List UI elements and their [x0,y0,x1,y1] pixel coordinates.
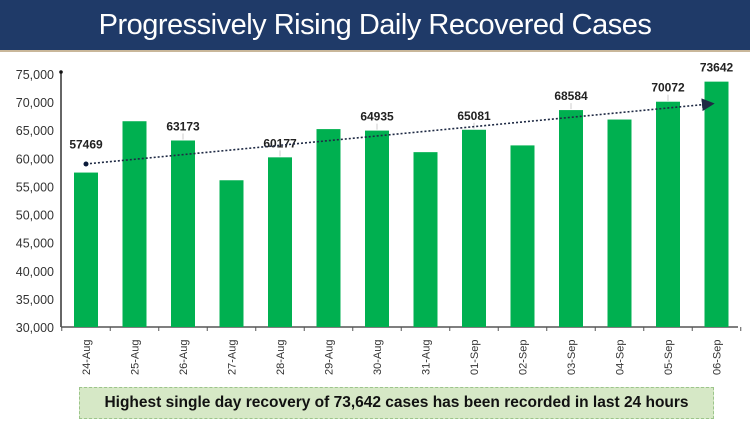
y-tick-label: 45,000 [16,237,54,251]
x-tick-label: 01-Sep [469,340,481,375]
y-tick-label: 40,000 [16,265,54,279]
bar-27-Aug [219,180,244,327]
bar-31-Aug [413,152,438,327]
data-label: 70072 [651,81,685,95]
bar-01-Sep [462,129,486,327]
x-tick-label: 05-Sep [663,340,675,375]
highlight-note: Highest single day recovery of 73,642 ca… [79,387,714,419]
bar-05-Sep [656,101,680,327]
y-tick-label: 60,000 [16,152,54,166]
trend-line [85,98,715,165]
x-tick-label: 25-Aug [130,340,142,375]
bar-26-Aug [171,140,195,327]
data-label: 60177 [263,136,297,150]
x-tick-label: 04-Sep [615,340,627,375]
x-tick-label: 26-Aug [178,340,190,375]
y-tick-label: 65,000 [16,124,54,138]
y-tick-label: 50,000 [16,209,54,223]
highlight-note-text: Highest single day recovery of 73,642 ca… [104,394,689,411]
bar-24-Aug [74,172,98,327]
y-axis-arrow-dot [59,70,63,74]
bar-29-Aug [316,129,341,327]
x-tick-label: 29-Aug [324,340,336,375]
bar-03-Sep [559,110,583,327]
y-tick-label: 70,000 [16,96,54,110]
bar-02-Sep [510,145,535,327]
x-tick-label: 24-Aug [81,340,93,375]
data-label: 68584 [554,89,588,103]
x-tick-label: 03-Sep [566,340,578,375]
bar-28-Aug [268,157,292,327]
bar-06-Sep [704,81,729,327]
x-tick-label: 28-Aug [275,340,287,375]
y-tick-label: 30,000 [16,321,54,335]
title-bar: Progressively Rising Daily Recovered Cas… [0,0,750,52]
bar-25-Aug [122,121,147,327]
trend-start-dot [83,161,89,167]
bar-04-Sep [607,119,632,327]
y-tick-label: 75,000 [16,68,54,82]
data-label: 73642 [700,61,734,75]
data-label: 65081 [457,109,491,123]
x-tick-label: 30-Aug [372,340,384,375]
x-tick-label: 06-Sep [712,340,724,375]
x-tick-label: 02-Sep [518,340,530,375]
data-label: 57469 [69,138,103,152]
chart-title: Progressively Rising Daily Recovered Cas… [98,8,652,41]
y-tick-label: 55,000 [16,180,54,194]
x-tick-label: 31-Aug [421,340,433,375]
data-label: 64935 [360,110,394,124]
bar-30-Aug [365,130,389,327]
data-label: 63173 [166,119,200,133]
y-tick-label: 35,000 [16,293,54,307]
x-tick-label: 27-Aug [227,340,239,375]
